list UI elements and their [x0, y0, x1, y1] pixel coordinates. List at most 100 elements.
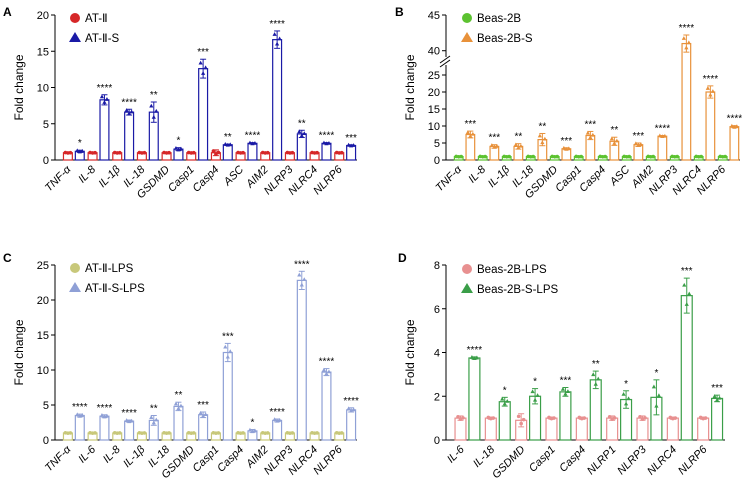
category-label: IL-18: [471, 443, 498, 470]
data-point: [117, 150, 122, 155]
legend-label: Beas-2B: [477, 13, 521, 25]
y-tick-label: 6: [434, 304, 440, 316]
data-point: [315, 150, 319, 155]
data-point: [151, 114, 156, 119]
data-point: [684, 302, 689, 306]
data-point: [272, 32, 277, 36]
significance-label: ***: [681, 266, 693, 277]
data-point: [346, 406, 351, 411]
data-point: [560, 386, 566, 391]
bar: [346, 144, 357, 161]
significance-label: *: [654, 368, 658, 379]
bar: [697, 417, 710, 441]
y-tick-label: 15: [37, 46, 49, 58]
data-point: [565, 389, 571, 393]
data-point: [590, 132, 595, 137]
data-point: [297, 272, 302, 277]
category-label: IL-8: [76, 163, 99, 186]
significance-label: ****: [703, 74, 719, 85]
significance-label: ***: [465, 119, 477, 130]
axis-break-gap: [442, 57, 450, 65]
data-point: [203, 412, 208, 417]
data-point: [299, 282, 304, 287]
y-tick-label: 0: [43, 435, 49, 447]
data-point: [80, 413, 85, 417]
data-point: [687, 291, 692, 296]
data-point: [535, 393, 540, 397]
significance-label: ****: [679, 23, 695, 34]
bar: [198, 414, 209, 441]
panel-b-letter: B: [395, 5, 404, 19]
panel-c-letter: C: [3, 251, 12, 265]
y-tick-label: 40: [428, 46, 440, 58]
bar: [222, 351, 233, 441]
bar: [729, 126, 740, 161]
data-point: [712, 394, 717, 398]
significance-label: ***: [489, 133, 501, 144]
significance-label: *: [78, 138, 82, 149]
data-point: [531, 154, 536, 159]
data-point: [500, 396, 505, 401]
data-point: [201, 413, 206, 418]
data-point: [673, 416, 678, 420]
category-label: TNF-α: [434, 163, 465, 194]
significance-label: **: [298, 118, 306, 129]
category-label: IL-1β: [121, 443, 148, 470]
data-point: [483, 154, 488, 159]
data-point: [643, 416, 647, 420]
significance-label: ***: [561, 136, 573, 147]
data-point: [346, 142, 351, 147]
data-point: [149, 415, 154, 419]
data-point: [198, 410, 203, 415]
data-point: [129, 109, 134, 114]
bar: [705, 91, 716, 161]
significance-label: ****: [245, 131, 261, 142]
y-tick-label: 25: [428, 70, 440, 82]
data-point: [705, 86, 710, 90]
significance-label: ****: [269, 407, 285, 418]
significance-label: ****: [727, 114, 743, 125]
y-tick-label: 20: [428, 87, 440, 99]
legend-marker: [462, 264, 472, 274]
bar: [124, 111, 135, 161]
data-point: [686, 40, 691, 45]
significance-label: ****: [97, 83, 113, 94]
data-point: [214, 152, 218, 156]
data-point: [272, 417, 277, 422]
significance-label: ***: [222, 331, 234, 342]
significance-label: ****: [467, 345, 483, 356]
legend-label: Beas-2B-S: [477, 33, 533, 45]
y-tick-label: 0: [434, 155, 440, 167]
data-point: [596, 376, 601, 381]
data-point: [167, 150, 171, 155]
significance-label: ****: [121, 408, 137, 419]
data-point: [502, 401, 507, 406]
data-point: [290, 431, 295, 435]
category-label: Casp1: [553, 164, 584, 195]
data-point: [151, 420, 156, 425]
significance-label: ***: [560, 376, 572, 387]
bar: [247, 142, 258, 161]
data-point: [703, 416, 708, 420]
data-point: [682, 282, 687, 287]
category-label: NLRP6: [311, 163, 345, 197]
data-point: [154, 108, 159, 113]
y-tick-label: 10: [37, 365, 49, 377]
y-tick-label: 20: [37, 295, 49, 307]
data-point: [469, 355, 475, 359]
significance-label: ***: [711, 383, 723, 394]
data-point: [173, 145, 179, 150]
bar: [681, 42, 692, 161]
category-label: TNF-α: [43, 443, 74, 474]
data-point: [651, 384, 657, 389]
bar: [575, 417, 588, 441]
bar: [559, 391, 572, 441]
data-point: [201, 71, 206, 75]
bar: [124, 420, 135, 441]
data-point: [537, 133, 542, 138]
data-point: [607, 415, 612, 419]
significance-label: ****: [319, 131, 335, 142]
